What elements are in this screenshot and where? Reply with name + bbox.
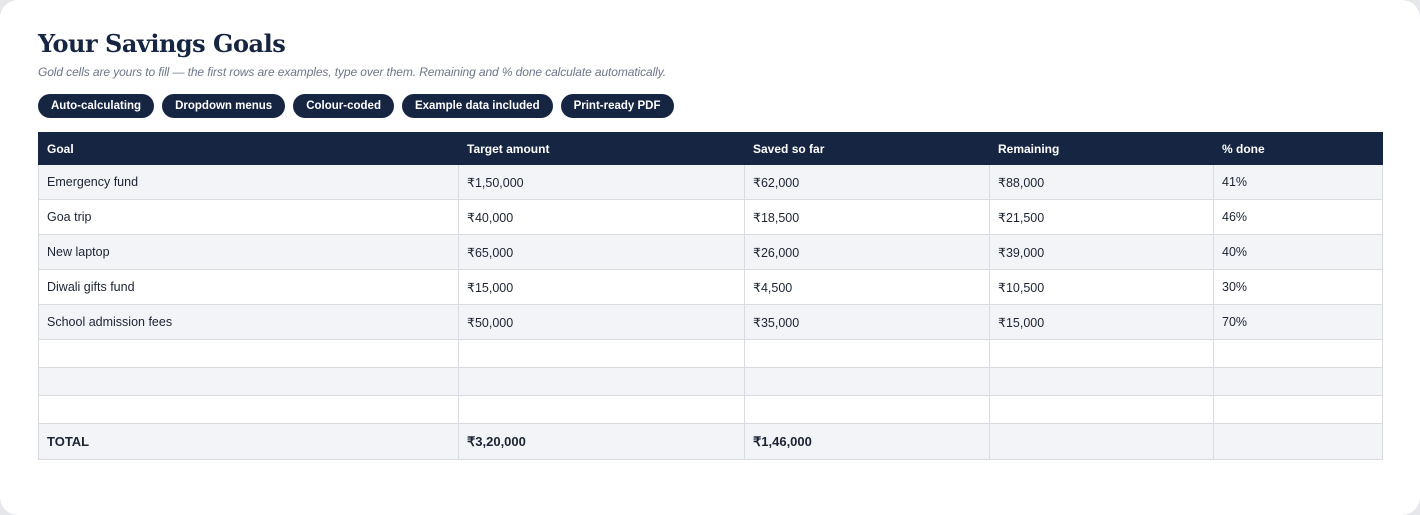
target-amount-cell[interactable]: ₹40,000 [458,199,745,235]
tag-colour-coded: Colour-coded [293,94,394,118]
percent-done-cell: 41% [1213,164,1383,200]
remaining-cell [989,367,1214,396]
goal-cell[interactable] [38,367,459,396]
remaining-cell [989,339,1214,368]
percent-done-cell: 46% [1213,199,1383,235]
remaining-cell: ₹21,500 [989,199,1214,235]
target-amount-cell[interactable] [458,367,745,396]
tag-dropdown-menus: Dropdown menus [162,94,286,118]
header-saved-so-far: Saved so far [744,132,990,165]
goal-cell[interactable]: Emergency fund [38,164,459,200]
table-row: School admission fees ₹50,000 ₹35,000 ₹1… [38,304,1383,340]
total-percent-done [1213,423,1383,460]
table-row: Goa trip ₹40,000 ₹18,500 ₹21,500 46% [38,199,1383,235]
table-row: New laptop ₹65,000 ₹26,000 ₹39,000 40% [38,234,1383,270]
goal-cell[interactable]: Goa trip [38,199,459,235]
target-amount-cell[interactable]: ₹50,000 [458,304,745,340]
percent-done-cell [1213,367,1383,396]
target-amount-cell[interactable]: ₹1,50,000 [458,164,745,200]
total-target-amount: ₹3,20,000 [458,423,745,460]
savings-goals-table: Goal Target amount Saved so far Remainin… [38,132,1383,460]
saved-so-far-cell[interactable]: ₹18,500 [744,199,990,235]
table-row: Emergency fund ₹1,50,000 ₹62,000 ₹88,000… [38,164,1383,200]
goal-cell[interactable]: School admission fees [38,304,459,340]
feature-tags: Auto-calculating Dropdown menus Colour-c… [38,94,674,118]
header-row: Goal Target amount Saved so far Remainin… [38,132,1383,165]
percent-done-cell: 40% [1213,234,1383,270]
table-header: Goal Target amount Saved so far Remainin… [38,132,1383,165]
target-amount-cell[interactable] [458,395,745,424]
saved-so-far-cell[interactable] [744,395,990,424]
table-row-empty [38,367,1383,396]
saved-so-far-cell[interactable] [744,339,990,368]
page-subtitle: Gold cells are yours to fill — the first… [38,65,666,79]
goal-cell[interactable] [38,395,459,424]
tag-example-data: Example data included [401,94,553,118]
goal-cell[interactable]: New laptop [38,234,459,270]
table-row-empty [38,395,1383,424]
table-row: Diwali gifts fund ₹15,000 ₹4,500 ₹10,500… [38,269,1383,305]
goal-cell[interactable]: Diwali gifts fund [38,269,459,305]
saved-so-far-cell[interactable]: ₹4,500 [744,269,990,305]
percent-done-cell [1213,395,1383,424]
total-remaining [989,423,1214,460]
header-target-amount: Target amount [458,132,745,165]
remaining-cell: ₹10,500 [989,269,1214,305]
tag-auto-calculating: Auto-calculating [38,94,155,118]
table-row-empty [38,339,1383,368]
goal-cell[interactable] [38,339,459,368]
target-amount-cell[interactable]: ₹15,000 [458,269,745,305]
saved-so-far-cell[interactable]: ₹62,000 [744,164,990,200]
target-amount-cell[interactable] [458,339,745,368]
total-label: TOTAL [38,423,459,460]
remaining-cell: ₹88,000 [989,164,1214,200]
header-goal: Goal [38,132,459,165]
tag-print-ready-pdf: Print-ready PDF [560,94,674,118]
target-amount-cell[interactable]: ₹65,000 [458,234,745,270]
header-remaining: Remaining [989,132,1214,165]
header-percent-done: % done [1213,132,1383,165]
percent-done-cell [1213,339,1383,368]
remaining-cell: ₹39,000 [989,234,1214,270]
page-title: Your Savings Goals [38,29,286,58]
remaining-cell: ₹15,000 [989,304,1214,340]
total-saved-so-far: ₹1,46,000 [744,423,990,460]
remaining-cell [989,395,1214,424]
saved-so-far-cell[interactable] [744,367,990,396]
saved-so-far-cell[interactable]: ₹26,000 [744,234,990,270]
saved-so-far-cell[interactable]: ₹35,000 [744,304,990,340]
percent-done-cell: 30% [1213,269,1383,305]
total-row: TOTAL ₹3,20,000 ₹1,46,000 [38,423,1383,460]
percent-done-cell: 70% [1213,304,1383,340]
